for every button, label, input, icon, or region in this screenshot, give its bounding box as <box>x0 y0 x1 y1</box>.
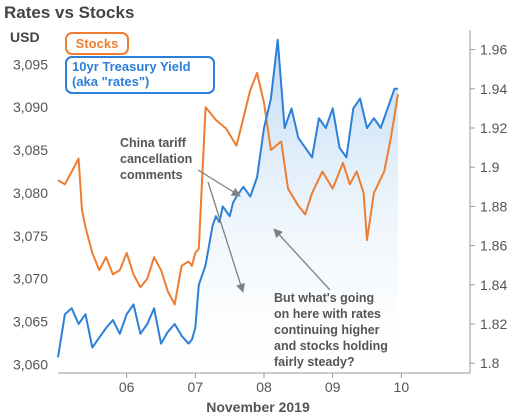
legend-rates-box <box>65 56 215 94</box>
annotation-china-line2: cancellation <box>120 152 192 166</box>
china-arrow-stocks <box>197 169 241 197</box>
legend-stocks-label: Stocks <box>76 36 119 51</box>
left-tick-label: 3,085 <box>13 142 48 158</box>
right-tick-label: 1.88 <box>480 198 507 214</box>
left-axis-ticks: 3,060 3,065 3,070 3,075 3,080 3,085 3,090 3,095 <box>13 56 48 372</box>
right-tick-label: 1.92 <box>480 120 507 136</box>
x-tick-label: 06 <box>119 379 135 395</box>
annotation-question-line2: on here with rates <box>274 307 381 321</box>
rates-area-fill <box>58 39 398 374</box>
right-axis-ticks: 1.8 1.82 1.84 1.86 1.88 1.9 1.92 1.94 1.96 <box>470 42 507 371</box>
right-tick-label: 1.9 <box>480 159 500 175</box>
right-tick-label: 1.94 <box>480 81 507 97</box>
annotation-question-line1: But what's going <box>274 291 374 305</box>
left-tick-label: 3,095 <box>13 56 48 72</box>
x-axis-ticks: 06 07 08 09 10 <box>119 373 409 395</box>
x-axis-label: November 2019 <box>206 399 310 413</box>
annotation-question-line3: continuing higher <box>274 323 380 337</box>
legend: Stocks 10yr Treasury Yield (aka "rates") <box>65 32 215 94</box>
left-tick-label: 3,070 <box>13 271 48 287</box>
question-arrow <box>273 228 331 291</box>
right-tick-label: 1.84 <box>480 277 507 293</box>
right-tick-label: 1.96 <box>480 42 507 58</box>
stocks-series-line <box>57 71 399 306</box>
right-tick-label: 1.82 <box>480 316 507 332</box>
legend-rates-label-line2: (aka "rates") <box>72 74 149 89</box>
legend-stocks-box <box>65 32 129 55</box>
annotation-china-line3: comments <box>120 168 183 182</box>
right-tick-label: 1.8 <box>480 355 500 371</box>
x-tick-label: 09 <box>325 379 341 395</box>
left-axis-unit: USD <box>10 29 40 45</box>
china-arrow-rates <box>207 181 245 293</box>
left-tick-label: 3,090 <box>13 99 48 115</box>
chart-title: Rates vs Stocks <box>4 3 134 22</box>
annotation-question-line5: fairly steady? <box>274 355 355 369</box>
x-tick-label: 07 <box>188 379 204 395</box>
right-tick-label: 1.86 <box>480 238 507 254</box>
annotation-china: China tariff cancellation comments <box>120 136 245 293</box>
annotation-china-line1: China tariff <box>120 136 187 150</box>
x-tick-label: 08 <box>256 379 272 395</box>
annotation-question-line4: and stocks holding <box>274 339 388 353</box>
left-tick-label: 3,060 <box>13 356 48 372</box>
rates-area <box>58 39 398 374</box>
x-tick-label: 10 <box>394 379 410 395</box>
rates-series-line <box>57 38 398 358</box>
left-tick-label: 3,065 <box>13 314 48 330</box>
left-tick-label: 3,075 <box>13 228 48 244</box>
annotation-question: But what's going on here with rates cont… <box>273 228 388 369</box>
series-layer <box>57 38 399 358</box>
legend-rates-label-line1: 10yr Treasury Yield <box>72 59 191 74</box>
left-tick-label: 3,080 <box>13 185 48 201</box>
